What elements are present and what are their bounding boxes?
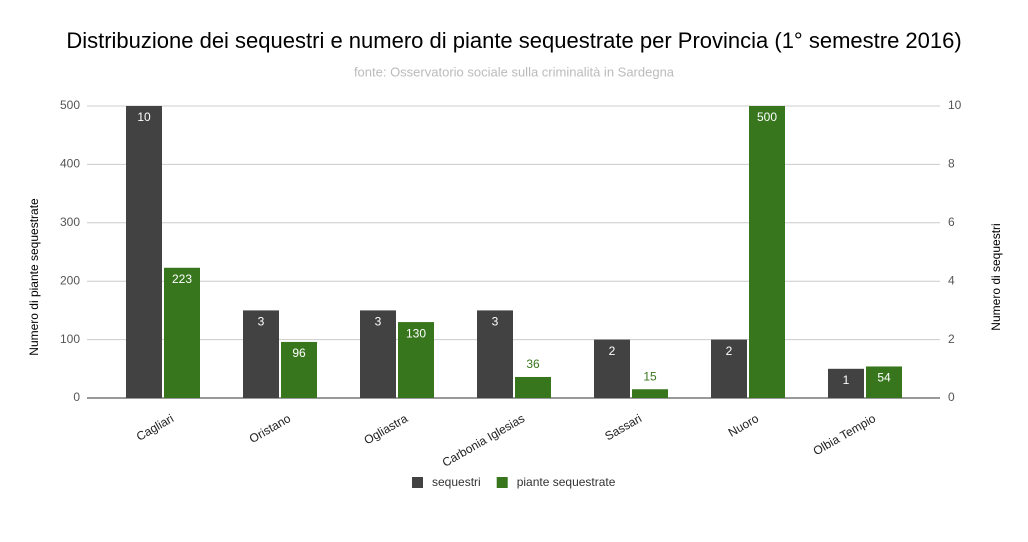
value-label: 10 [137, 110, 151, 124]
bar [866, 366, 902, 398]
x-tick-label: Carbonia Iglesias [440, 411, 527, 469]
y-tick-label: 100 [60, 332, 80, 346]
bar [360, 310, 396, 398]
value-label: 2 [726, 344, 733, 358]
bar [126, 106, 162, 398]
value-label: 3 [258, 315, 265, 329]
bar [515, 376, 551, 398]
y-tick-label: 500 [60, 98, 80, 112]
y-axis-title: Numero di piante sequestrate [27, 198, 41, 356]
value-label: 2 [609, 344, 616, 358]
y-tick-label: 200 [60, 273, 80, 287]
x-tick-label: Nuoro [726, 411, 762, 440]
legend-swatch [496, 477, 508, 488]
bar [398, 322, 434, 398]
legend-label: sequestri [432, 475, 481, 489]
y-tick-label: 400 [60, 157, 80, 171]
bar [477, 310, 513, 398]
bar [243, 310, 279, 398]
value-label: 3 [375, 315, 382, 329]
value-label: 36 [526, 357, 540, 371]
legend-label: piante sequestrate [517, 475, 616, 489]
y2-tick-label: 8 [948, 157, 955, 171]
bar [711, 339, 747, 398]
bar [828, 368, 864, 398]
y2-tick-label: 2 [948, 332, 955, 346]
x-tick-label: Sassari [602, 411, 644, 443]
y2-tick-label: 6 [948, 215, 955, 229]
value-label: 15 [643, 369, 657, 383]
legend-swatch [412, 477, 423, 488]
bar [164, 267, 200, 398]
chart-subtitle: fonte: Osservatorio sociale sulla crimin… [354, 64, 675, 79]
y-tick-label: 0 [73, 390, 80, 404]
y2-tick-label: 4 [948, 273, 955, 287]
value-label: 96 [292, 346, 306, 360]
bar [281, 341, 317, 398]
bar [749, 106, 785, 398]
value-label: 130 [406, 326, 426, 340]
y2-axis-title: Numero di sequestri [989, 223, 1003, 330]
value-label: 500 [757, 110, 777, 124]
value-label: 54 [877, 371, 891, 385]
y2-tick-label: 0 [948, 390, 955, 404]
y-tick-label: 300 [60, 215, 80, 229]
x-tick-label: Ogliastra [361, 411, 410, 447]
value-label: 1 [843, 373, 850, 387]
chart-title: Distribuzione dei sequestri e numero di … [66, 28, 961, 53]
x-tick-label: Olbia Tempio [811, 411, 879, 458]
bar [632, 389, 668, 398]
x-tick-label: Cagliari [134, 411, 176, 443]
x-tick-label: Oristano [247, 411, 294, 446]
bar [594, 339, 630, 398]
value-label: 3 [492, 315, 499, 329]
value-label: 223 [172, 272, 192, 286]
y2-tick-label: 10 [948, 98, 962, 112]
